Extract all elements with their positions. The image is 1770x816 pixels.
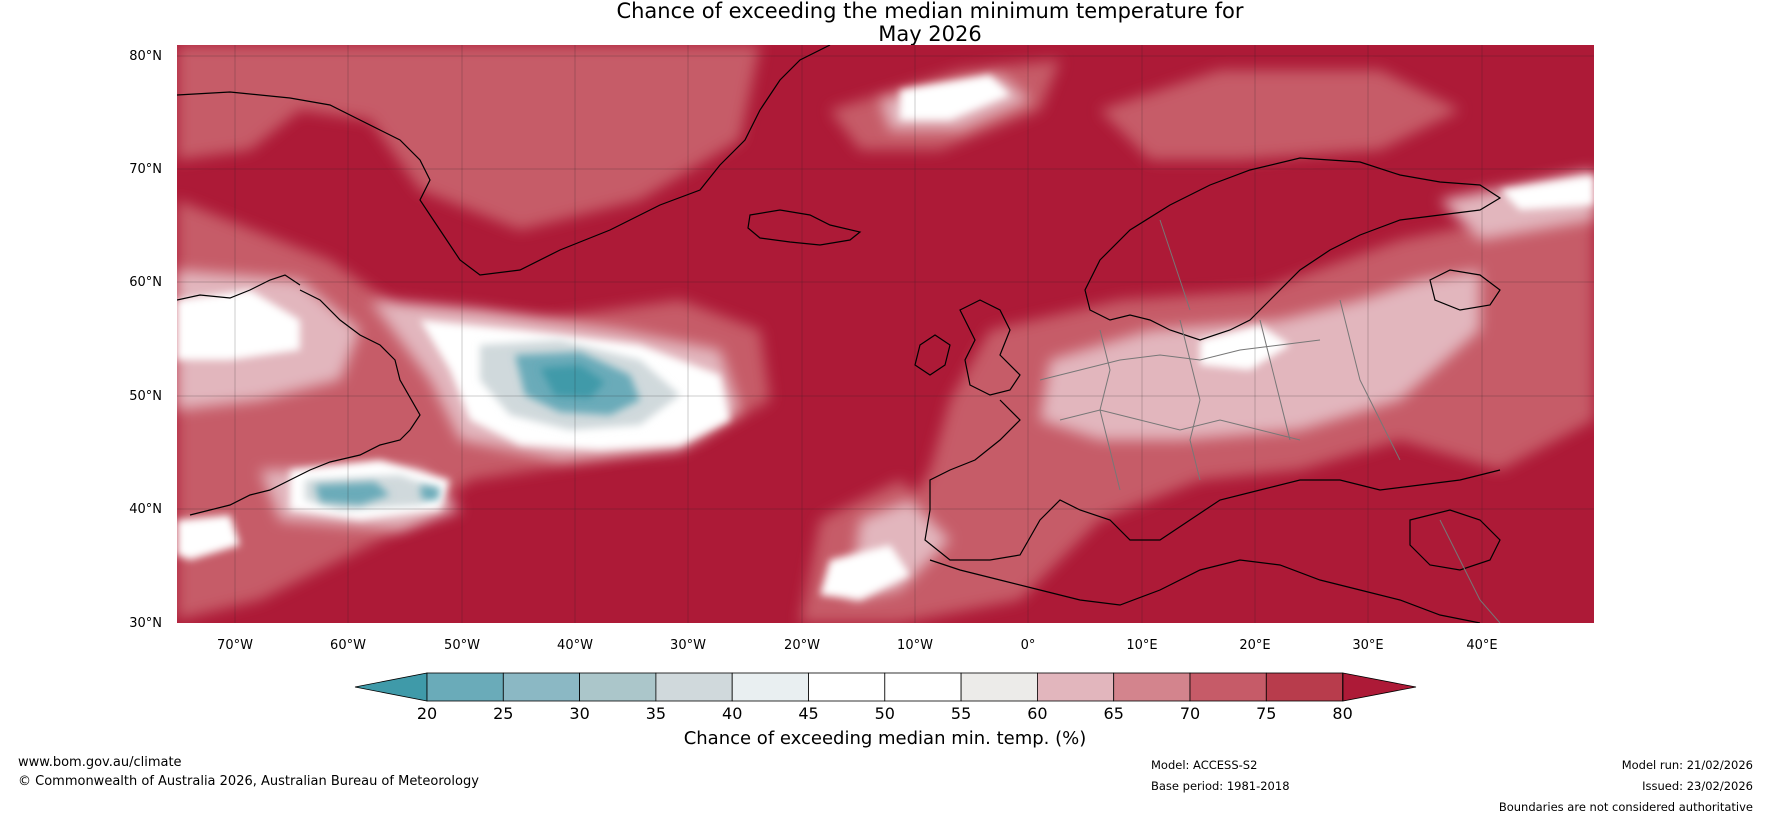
lon-label: 20°W — [784, 638, 820, 653]
colorbar-tick-label: 20 — [417, 704, 437, 723]
borders — [1039, 219, 1501, 623]
colorbar-cell — [655, 672, 733, 702]
colorbar-cell — [579, 672, 657, 702]
footer-base-period: Base period: 1981-2018 — [1151, 779, 1290, 793]
lon-label: 10°W — [897, 638, 933, 653]
colorbar-tick-label: 75 — [1256, 704, 1276, 723]
lon-axis: 70°W 60°W 50°W 40°W 30°W 20°W 10°W 0° 10… — [217, 638, 1498, 653]
colorbar-cell — [960, 672, 1038, 702]
colorbar-tick-label: 35 — [646, 704, 666, 723]
chart-title: Chance of exceeding the median minimum t… — [0, 0, 1770, 46]
coastlines — [177, 45, 1502, 623]
map-panel — [177, 45, 1594, 623]
colorbar-cell — [426, 672, 504, 702]
colorbar-ticks: 20 25 30 35 40 45 50 55 60 65 70 75 80 — [417, 704, 1353, 723]
lon-label: 60°W — [330, 638, 366, 653]
lat-label: 30°N — [129, 616, 162, 631]
footer-url[interactable]: www.bom.gov.au/climate — [18, 755, 182, 770]
colorbar-tick-label: 50 — [875, 704, 895, 723]
footer-right: Model run: 21/02/2026 Issued: 23/02/2026… — [1499, 757, 1753, 815]
lon-label: 70°W — [217, 638, 253, 653]
lat-label: 70°N — [129, 162, 162, 177]
colorbar-tick-label: 30 — [569, 704, 589, 723]
colorbar-cell — [1037, 672, 1115, 702]
colorbar-cells — [426, 672, 1344, 702]
colorbar-tick-label: 40 — [722, 704, 742, 723]
title-line-1: Chance of exceeding the median minimum t… — [616, 0, 1244, 23]
footer-middle: Model: ACCESS-S2 Base period: 1981-2018 — [1151, 757, 1290, 794]
lon-label: 10°E — [1126, 638, 1157, 653]
colorbar-cell — [1113, 672, 1191, 702]
footer-model: Model: ACCESS-S2 — [1151, 758, 1258, 772]
footer-disclaimer: Boundaries are not considered authoritat… — [1498, 800, 1753, 814]
colorbar-tick-label: 25 — [493, 704, 513, 723]
lat-label: 50°N — [129, 389, 162, 404]
colorbar-cell — [884, 672, 962, 702]
colorbar-tick-label: 70 — [1180, 704, 1200, 723]
colorbar-cell — [1189, 672, 1267, 702]
lat-label: 60°N — [129, 275, 162, 290]
lon-label: 30°W — [670, 638, 706, 653]
colorbar-tick-label: 65 — [1104, 704, 1124, 723]
colorbar-extend-high — [1342, 672, 1417, 702]
lon-label: 0° — [1021, 638, 1036, 653]
colorbar-tick-label: 55 — [951, 704, 971, 723]
lat-label: 40°N — [129, 502, 162, 517]
colorbar: 20 25 30 35 40 45 50 55 60 65 70 75 80 Chance of exc… — [354, 672, 1417, 749]
colorbar-tick-label: 60 — [1027, 704, 1047, 723]
lat-label: 80°N — [129, 49, 162, 64]
colorbar-cell — [502, 672, 580, 702]
lon-label: 40°E — [1466, 638, 1497, 653]
lon-label: 40°W — [557, 638, 593, 653]
graticule — [177, 45, 1594, 623]
lon-label: 50°W — [444, 638, 480, 653]
colorbar-tick-label: 80 — [1332, 704, 1352, 723]
footer-left: www.bom.gov.au/climate © Commonwealth of… — [18, 755, 479, 790]
lon-label: 20°E — [1239, 638, 1270, 653]
footer-copyright: © Commonwealth of Australia 2026, Austra… — [18, 774, 479, 789]
title-line-2: May 2026 — [878, 22, 982, 46]
colorbar-tick-label: 45 — [798, 704, 818, 723]
colorbar-cell — [808, 672, 886, 702]
lat-axis: 80°N 70°N 60°N 50°N 40°N 30°N — [129, 49, 162, 631]
lon-label: 30°E — [1352, 638, 1383, 653]
colorbar-cell — [1265, 672, 1344, 702]
colorbar-extend-low — [354, 672, 428, 702]
colorbar-label: Chance of exceeding median min. temp. (%… — [684, 728, 1087, 749]
field-20-core — [540, 365, 605, 398]
colorbar-cell — [731, 672, 809, 702]
footer-model-run: Model run: 21/02/2026 — [1621, 758, 1753, 772]
footer-issued: Issued: 23/02/2026 — [1642, 779, 1753, 793]
